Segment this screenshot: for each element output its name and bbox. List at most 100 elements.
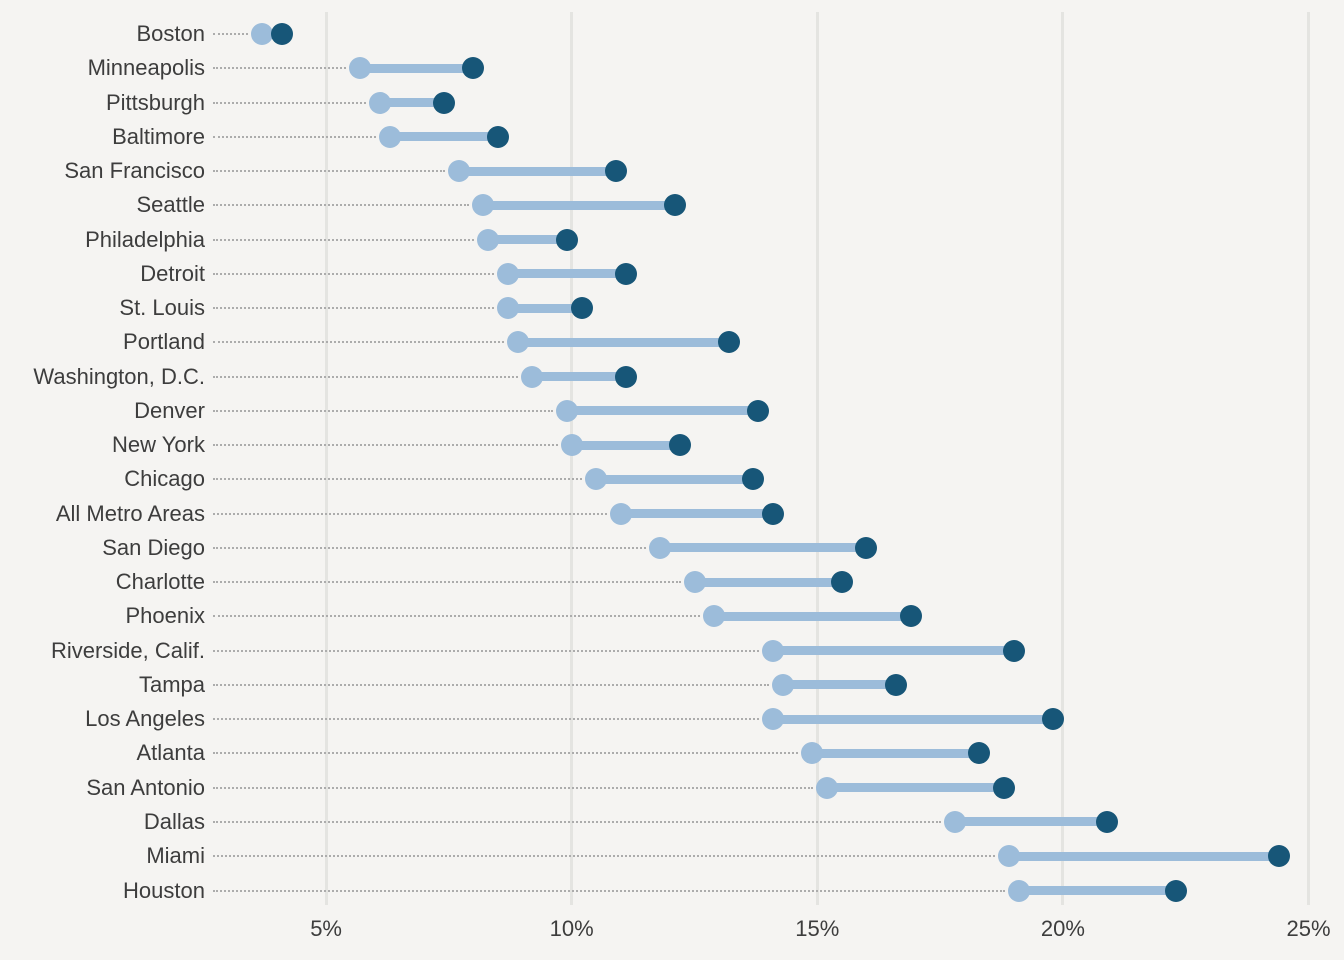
leader-line <box>213 889 1005 892</box>
connector-bar <box>773 646 1014 656</box>
start-dot <box>251 23 274 45</box>
x-tick-label: 15% <box>795 916 840 941</box>
leader-line <box>213 478 583 481</box>
leader-line <box>213 683 769 686</box>
x-tick-label: 10% <box>549 916 594 941</box>
leader-line <box>213 170 445 173</box>
end-dot <box>555 228 578 251</box>
end-dot <box>747 399 770 422</box>
end-dot <box>899 605 922 628</box>
start-dot <box>560 434 583 457</box>
connector-bar <box>596 474 754 484</box>
leader-line <box>213 512 607 515</box>
connector-bar <box>360 63 474 73</box>
x-tick-label: 25% <box>1286 916 1331 941</box>
category-label: Minneapolis <box>87 55 205 81</box>
leader-line <box>213 375 519 378</box>
end-dot <box>614 365 637 388</box>
category-label: Baltimore <box>112 123 205 149</box>
end-dot <box>717 331 740 354</box>
connector-bar <box>660 543 867 553</box>
leader-line <box>213 307 494 310</box>
end-dot <box>1096 810 1119 833</box>
leader-line <box>213 718 760 721</box>
start-dot <box>447 160 470 183</box>
connector-bar <box>566 406 759 416</box>
connector-bar <box>389 132 499 142</box>
end-dot <box>855 536 878 559</box>
start-dot <box>1007 879 1030 902</box>
leader-line <box>213 649 760 652</box>
connector-bar <box>507 303 582 313</box>
connector-bar <box>782 680 896 690</box>
end-dot <box>992 776 1015 799</box>
end-dot <box>884 673 907 696</box>
gridline <box>324 12 328 905</box>
start-dot <box>496 297 519 320</box>
start-dot <box>585 468 608 491</box>
connector-bar <box>532 372 626 382</box>
leader-line <box>213 67 347 70</box>
leader-line <box>213 238 475 241</box>
category-label: Detroit <box>140 260 205 286</box>
start-dot <box>649 536 672 559</box>
end-dot <box>1268 845 1291 868</box>
connector-bar <box>620 509 774 519</box>
gridline <box>570 12 574 905</box>
leader-line <box>213 341 504 344</box>
end-dot <box>663 194 686 217</box>
leader-line <box>213 581 681 584</box>
x-tick-label: 5% <box>310 916 342 941</box>
start-dot <box>683 571 706 594</box>
connector-bar <box>827 783 1004 793</box>
connector-bar <box>694 577 842 587</box>
connector-bar <box>812 748 980 758</box>
start-dot <box>472 194 495 217</box>
end-dot <box>604 160 627 183</box>
connector-bar <box>1008 851 1280 861</box>
category-label: All Metro Areas <box>55 500 205 526</box>
category-label: Riverside, Calif. <box>50 637 205 663</box>
start-dot <box>369 91 392 114</box>
start-dot <box>496 262 519 285</box>
connector-bar <box>773 714 1054 724</box>
start-dot <box>801 742 824 765</box>
connector-bar <box>714 611 911 621</box>
leader-line <box>213 135 376 138</box>
start-dot <box>349 57 372 80</box>
start-dot <box>703 605 726 628</box>
category-label: Miami <box>146 843 205 869</box>
end-dot <box>270 23 293 45</box>
end-dot <box>968 742 991 765</box>
start-dot <box>762 639 785 662</box>
leader-line <box>213 855 995 858</box>
leader-line <box>213 546 647 549</box>
start-dot <box>555 399 578 422</box>
end-dot <box>1002 639 1025 662</box>
leader-line <box>213 615 701 618</box>
leader-line <box>213 204 470 207</box>
connector-bar <box>488 235 567 245</box>
gridline <box>1061 12 1065 905</box>
end-dot <box>462 57 485 80</box>
connector-bar <box>571 440 680 450</box>
leader-line <box>213 101 367 104</box>
category-label: New York <box>112 432 205 458</box>
category-label: Tampa <box>138 671 205 697</box>
start-dot <box>521 365 544 388</box>
connector-bar <box>954 817 1108 827</box>
start-dot <box>609 502 632 525</box>
leader-line <box>213 820 941 823</box>
category-label: Chicago <box>124 466 205 492</box>
start-dot <box>477 228 500 251</box>
connector-bar <box>517 337 729 347</box>
category-label: San Antonio <box>86 774 205 800</box>
start-dot <box>771 673 794 696</box>
start-dot <box>997 845 1020 868</box>
end-dot <box>1164 879 1187 902</box>
start-dot <box>943 810 966 833</box>
end-dot <box>830 571 853 594</box>
start-dot <box>378 125 401 148</box>
connector-bar <box>1018 886 1176 895</box>
